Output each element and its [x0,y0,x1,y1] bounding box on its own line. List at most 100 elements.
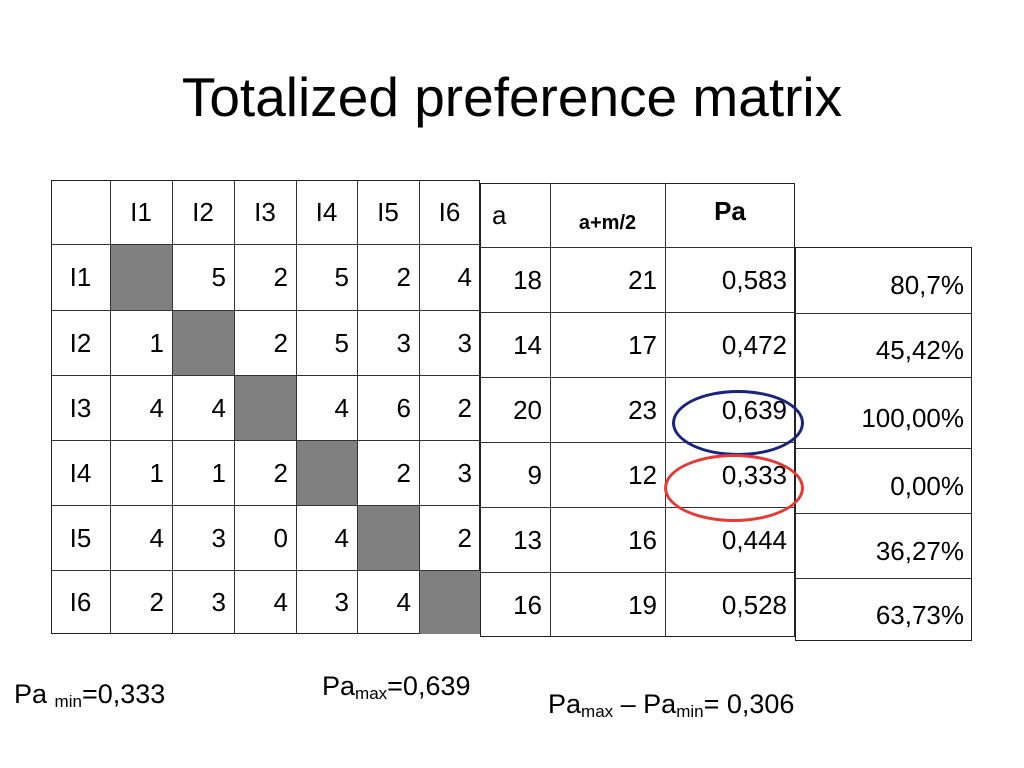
matrix-col-divider [110,180,111,634]
matrix-row-header: I4 [69,457,92,488]
pa-table-cell: 21 [628,264,657,295]
matrix-col-divider [357,180,358,634]
max-highlight-ellipse [672,390,804,456]
pa-table-col-divider [550,183,551,637]
percent-row-divider [795,578,972,579]
diagonal-cell [173,311,234,375]
matrix-cell: 4 [149,392,164,423]
pa-table-row-divider [480,507,795,508]
matrix-row-divider [51,244,480,245]
diagonal-cell [297,441,357,505]
pa-table-cell: 13 [513,524,542,555]
pa-header-pa: Pa [714,196,746,226]
pa-table-cell: 19 [628,589,657,620]
pa-table-cell: 12 [628,459,657,490]
matrix-col-header: I4 [315,197,338,227]
pa-max-formula: Pamax=0,639 [322,671,471,703]
percent-value: 100,00% [861,402,964,433]
matrix-cell: 4 [149,522,164,553]
pa-table-cell: 18 [513,264,542,295]
percent-value: 80,7% [890,270,964,300]
matrix-cell: 4 [334,522,349,553]
matrix-cell: 2 [457,392,472,423]
percent-value: 36,27% [875,535,964,566]
pa-table-cell: 14 [513,329,542,360]
pa-value: 0,444 [721,524,787,555]
matrix-row-header: I3 [69,392,92,423]
matrix-col-header: I3 [254,197,276,227]
matrix-col-header: I1 [130,197,152,227]
matrix-col-divider [234,180,235,634]
matrix-cell: 2 [396,457,411,488]
percent-row-divider [795,377,972,378]
percent-row-divider [795,448,972,449]
percent-value: 63,73% [875,599,964,630]
diagonal-cell [235,376,296,440]
slide-title: Totalized preference matrix [181,66,843,128]
matrix-col-header: I6 [438,197,461,227]
percent-row-divider [795,313,972,314]
diagonal-cell [358,506,419,570]
matrix-cell: 5 [334,327,349,358]
diagonal-cell [420,571,480,634]
matrix-border [51,180,480,634]
matrix-row-header: I1 [69,262,92,292]
pa-table-cell: 16 [513,589,542,620]
matrix-cell: 4 [457,262,472,292]
pa-table-row-divider [480,377,795,378]
pa-value: 0,528 [721,589,787,620]
matrix-cell: 5 [211,262,226,292]
matrix-cell: 6 [396,392,411,423]
pa-table-row-divider [480,247,795,248]
percent-column-border [795,247,972,641]
pa-table-cell: 9 [527,459,542,490]
matrix-cell: 1 [211,457,226,488]
pa-value: 0,583 [721,264,787,295]
matrix-cell: 4 [334,392,349,423]
matrix-cell: 5 [334,262,349,292]
matrix-cell: 3 [457,457,472,488]
pa-table-cell: 20 [513,394,542,425]
matrix-row-divider [51,570,480,571]
matrix-col-divider [419,180,420,634]
matrix-row-header: I2 [69,327,92,358]
matrix-cell: 2 [457,522,472,553]
matrix-cell: 2 [273,457,288,488]
matrix-cell: 1 [149,327,164,358]
pa-table-row-divider [480,442,795,443]
pa-header-a-m2: a+m/2 [578,212,637,234]
pa-table-row-divider [480,312,795,313]
matrix-row-header: I5 [69,522,92,553]
matrix-col-header: I2 [192,197,214,227]
matrix-cell: 4 [396,587,411,617]
pa-header-a: a [492,200,507,230]
pa-min-formula: Pa min=0,333 [14,679,166,711]
percent-row-divider [795,513,972,514]
pa-table-col-divider [665,183,666,637]
pa-table-row-divider [480,572,795,573]
matrix-row-divider [51,310,480,311]
matrix-cell: 2 [273,327,288,358]
matrix-cell: 4 [211,392,226,423]
matrix-cell: 2 [396,262,411,292]
percent-value: 45,42% [875,335,964,365]
matrix-cell: 3 [211,587,226,617]
matrix-col-header: I5 [377,197,399,227]
matrix-row-divider [51,440,480,441]
min-highlight-ellipse [664,454,804,522]
matrix-row-header: I6 [69,587,92,617]
pa-table-cell: 17 [628,329,657,360]
diagonal-cell [111,245,172,310]
matrix-row-divider [51,375,480,376]
percent-value: 0,00% [890,470,964,501]
matrix-cell: 3 [457,327,472,358]
matrix-cell: 1 [149,457,164,488]
pa-table-cell: 23 [628,394,657,425]
matrix-col-divider [172,180,173,634]
pa-diff-formula: Pamax – Pamin= 0,306 [548,689,795,721]
matrix-cell: 2 [273,262,288,292]
matrix-row-divider [51,505,480,506]
matrix-cell: 3 [396,327,411,358]
matrix-cell: 2 [149,587,164,617]
matrix-cell: 3 [211,522,226,553]
